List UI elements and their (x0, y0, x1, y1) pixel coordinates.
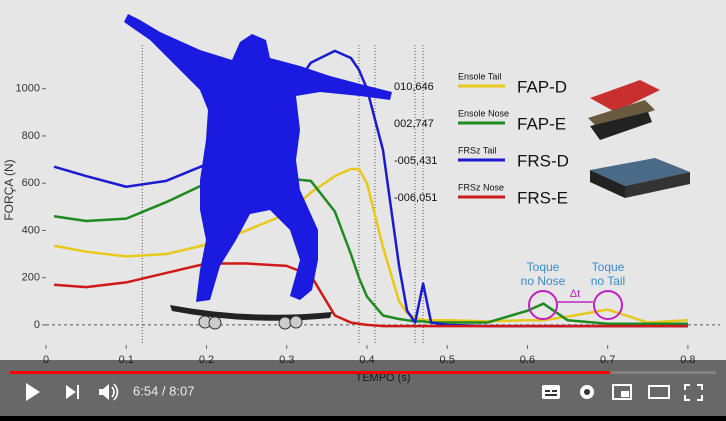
touch-circle (593, 290, 623, 320)
legend-name: FRS-D (517, 151, 569, 170)
shoe (590, 80, 660, 112)
legend-sensor: FRSz Tail (458, 145, 496, 155)
touch-label: no Tail (591, 274, 625, 288)
touch-label: no Nose (521, 274, 566, 288)
figure-body (124, 14, 392, 302)
settings-button[interactable] (580, 385, 594, 399)
figure (124, 14, 392, 302)
progress-played (10, 371, 611, 374)
fullscreen-button[interactable] (684, 384, 703, 401)
platform-picture (590, 158, 690, 198)
legend-sensor: FRSz Nose (458, 182, 504, 192)
y-tick-label: 800 (22, 130, 40, 142)
legend-name: FRS-E (517, 188, 568, 207)
readout: -005,431 (394, 155, 437, 167)
platform-side (625, 172, 690, 198)
subtitles-button[interactable] (542, 385, 560, 399)
readout: -006,051 (394, 192, 437, 204)
y-tick-label: 1000 (16, 83, 40, 95)
y-tick-label: 600 (22, 177, 40, 189)
legend-name: FAP-D (517, 77, 567, 96)
platform-side (590, 170, 625, 198)
delta-label: Δt (570, 288, 580, 300)
play-button[interactable] (26, 383, 40, 401)
wheel (278, 316, 292, 330)
readout: 002,747 (394, 118, 434, 130)
legend-sensor: Ensole Nose (458, 108, 509, 118)
time-display: 6:54 / 8:07 (133, 383, 194, 398)
theater-button[interactable] (648, 385, 670, 399)
y-axis-label: FORÇA (N) (2, 159, 16, 220)
volume-button[interactable] (99, 383, 119, 401)
next-button[interactable] (66, 385, 79, 399)
deck (170, 305, 332, 321)
touch-circle (528, 290, 558, 320)
controls-background (0, 360, 726, 416)
readout: 010,646 (394, 81, 434, 93)
wheel (208, 316, 222, 330)
touch-label: Toque (527, 260, 560, 274)
insole-picture (588, 80, 660, 140)
platform-top (590, 158, 690, 186)
insole-base (590, 112, 652, 140)
y-tick-label: 0 (34, 319, 40, 331)
y-tick-label: 200 (22, 272, 40, 284)
x-tick-label: 0 (43, 354, 49, 366)
touch-label: Toque (592, 260, 625, 274)
y-tick-label: 400 (22, 224, 40, 236)
skateboard (170, 305, 332, 330)
legend-name: FAP-E (517, 114, 566, 133)
wheel (289, 315, 303, 329)
legend-sensor: Ensole Tail (458, 71, 501, 81)
miniplayer-button[interactable] (612, 384, 632, 400)
